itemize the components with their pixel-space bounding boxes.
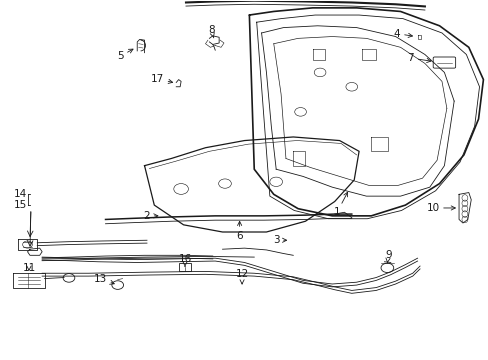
Text: 10: 10	[426, 203, 454, 213]
Text: 7: 7	[407, 53, 430, 63]
Text: 2: 2	[143, 211, 158, 221]
Text: 4: 4	[393, 29, 411, 39]
Text: 1: 1	[333, 192, 347, 217]
Text: 12: 12	[235, 269, 248, 284]
Text: 6: 6	[236, 221, 243, 240]
Text: 5: 5	[117, 49, 133, 61]
Text: 8: 8	[207, 25, 214, 38]
Text: 17: 17	[150, 74, 172, 84]
Text: 15: 15	[14, 200, 27, 210]
Text: 16: 16	[178, 254, 191, 267]
Text: 9: 9	[384, 250, 391, 263]
Text: 14: 14	[14, 189, 27, 199]
Text: 13: 13	[94, 274, 114, 284]
Text: 11: 11	[22, 263, 36, 273]
Text: 3: 3	[272, 235, 286, 245]
